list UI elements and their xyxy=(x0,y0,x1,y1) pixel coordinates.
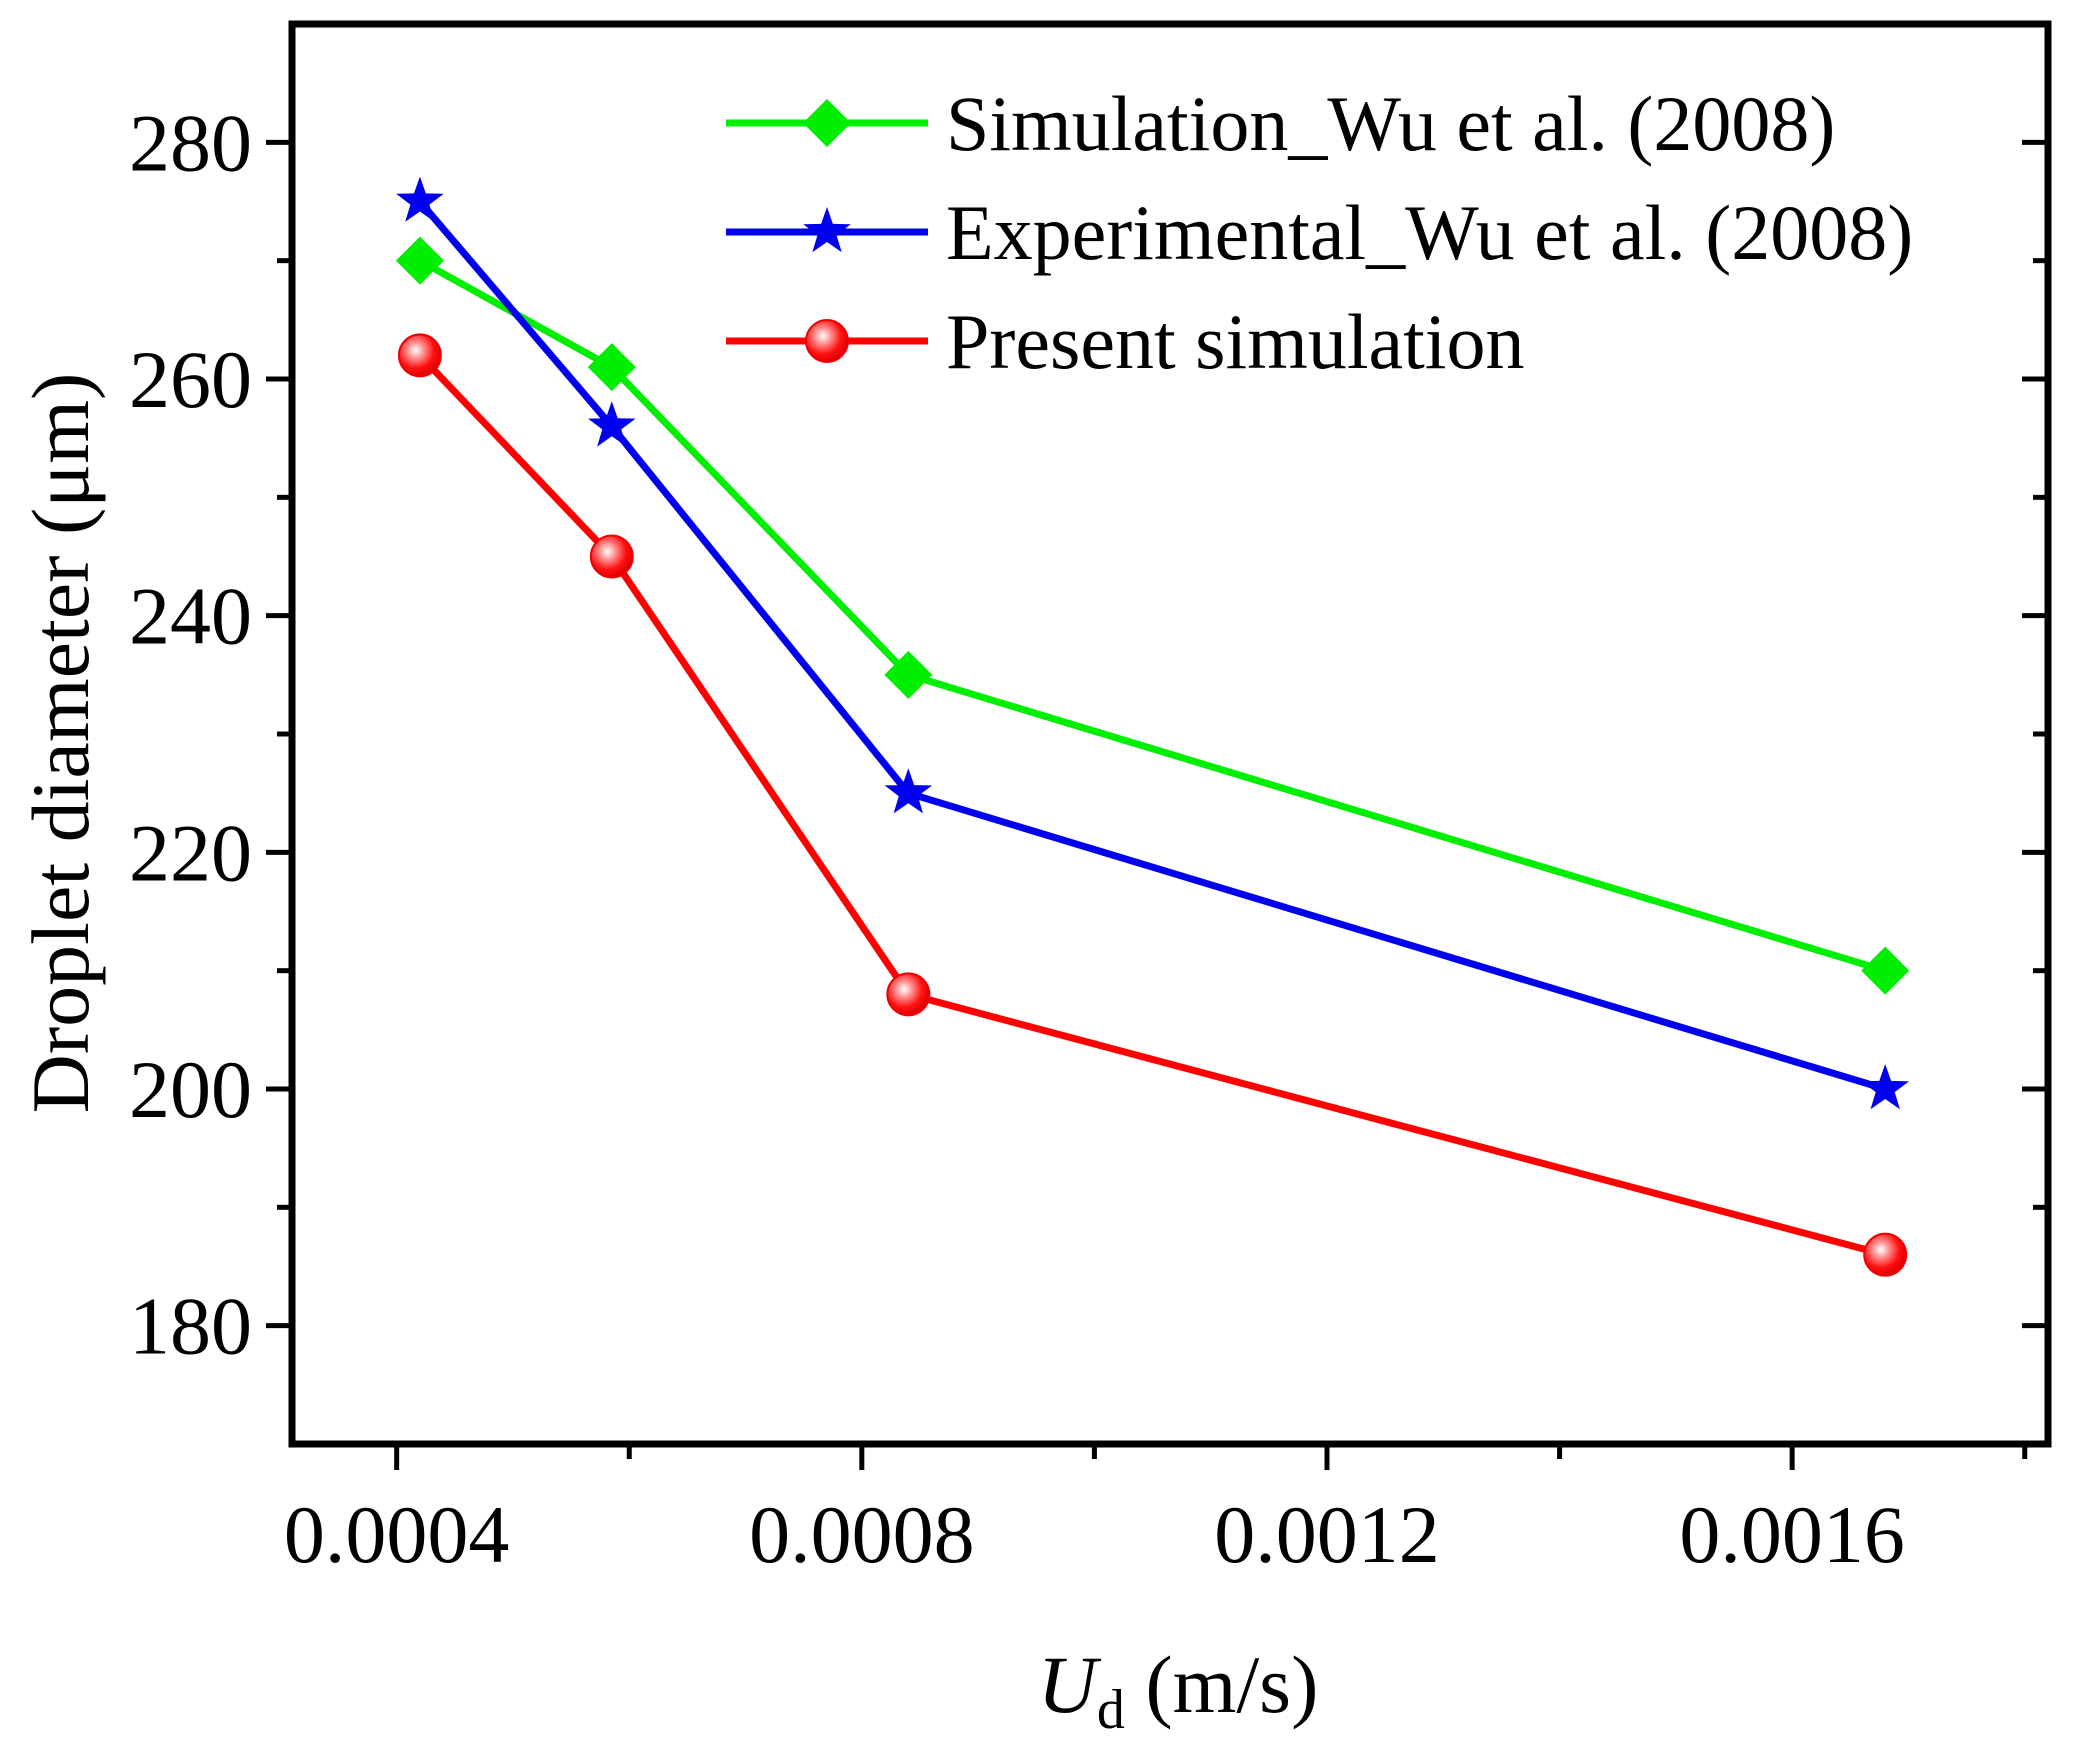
data-point-diamond xyxy=(1861,946,1910,995)
data-point-circle xyxy=(589,534,634,579)
data-point-diamond xyxy=(587,343,636,392)
data-point-star xyxy=(588,401,636,447)
data-point-star xyxy=(884,768,933,814)
legend: Simulation_Wu et al. (2008) Experimental_… xyxy=(726,80,1913,385)
data-point-diamond xyxy=(884,650,933,699)
series-markers-star xyxy=(396,176,1909,1110)
data-point-diamond xyxy=(395,236,444,285)
series-markers-diamond xyxy=(395,236,1910,995)
y-axis-title: Droplet diameter (μm) xyxy=(15,373,106,1114)
legend-marker-circle xyxy=(805,319,849,363)
y-tick-label: 200 xyxy=(129,1044,252,1135)
x-axis-title: Ud (m/s) xyxy=(1038,1639,1319,1741)
y-tick-label: 180 xyxy=(129,1281,252,1372)
data-point-star xyxy=(396,176,444,222)
data-point-circle xyxy=(1863,1232,1908,1277)
data-point-circle xyxy=(397,333,442,378)
series-circle xyxy=(417,352,1887,1259)
y-tick-label: 280 xyxy=(129,97,252,188)
series-line xyxy=(417,352,1887,1259)
data-point-star xyxy=(1861,1064,1909,1110)
y-tick-label: 260 xyxy=(129,334,252,425)
legend-marker-diamond xyxy=(803,99,851,147)
x-tick-label: 0.0004 xyxy=(284,1489,510,1580)
series-line xyxy=(417,199,1887,1093)
legend-label: Experimental_Wu et al. (2008) xyxy=(946,189,1913,276)
legend-label: Simulation_Wu et al. (2008) xyxy=(946,80,1835,167)
y-tick-label: 240 xyxy=(129,571,252,662)
legend-label: Present simulation xyxy=(946,298,1524,385)
x-tick-label: 0.0012 xyxy=(1214,1489,1440,1580)
legend-marker-star xyxy=(803,207,851,253)
series-star xyxy=(417,199,1887,1093)
y-tick-label: 220 xyxy=(129,807,252,898)
series-markers-circle xyxy=(397,333,1908,1277)
data-point-circle xyxy=(886,972,931,1017)
x-tick-label: 0.0008 xyxy=(749,1489,975,1580)
x-tick-label: 0.0016 xyxy=(1679,1489,1905,1580)
